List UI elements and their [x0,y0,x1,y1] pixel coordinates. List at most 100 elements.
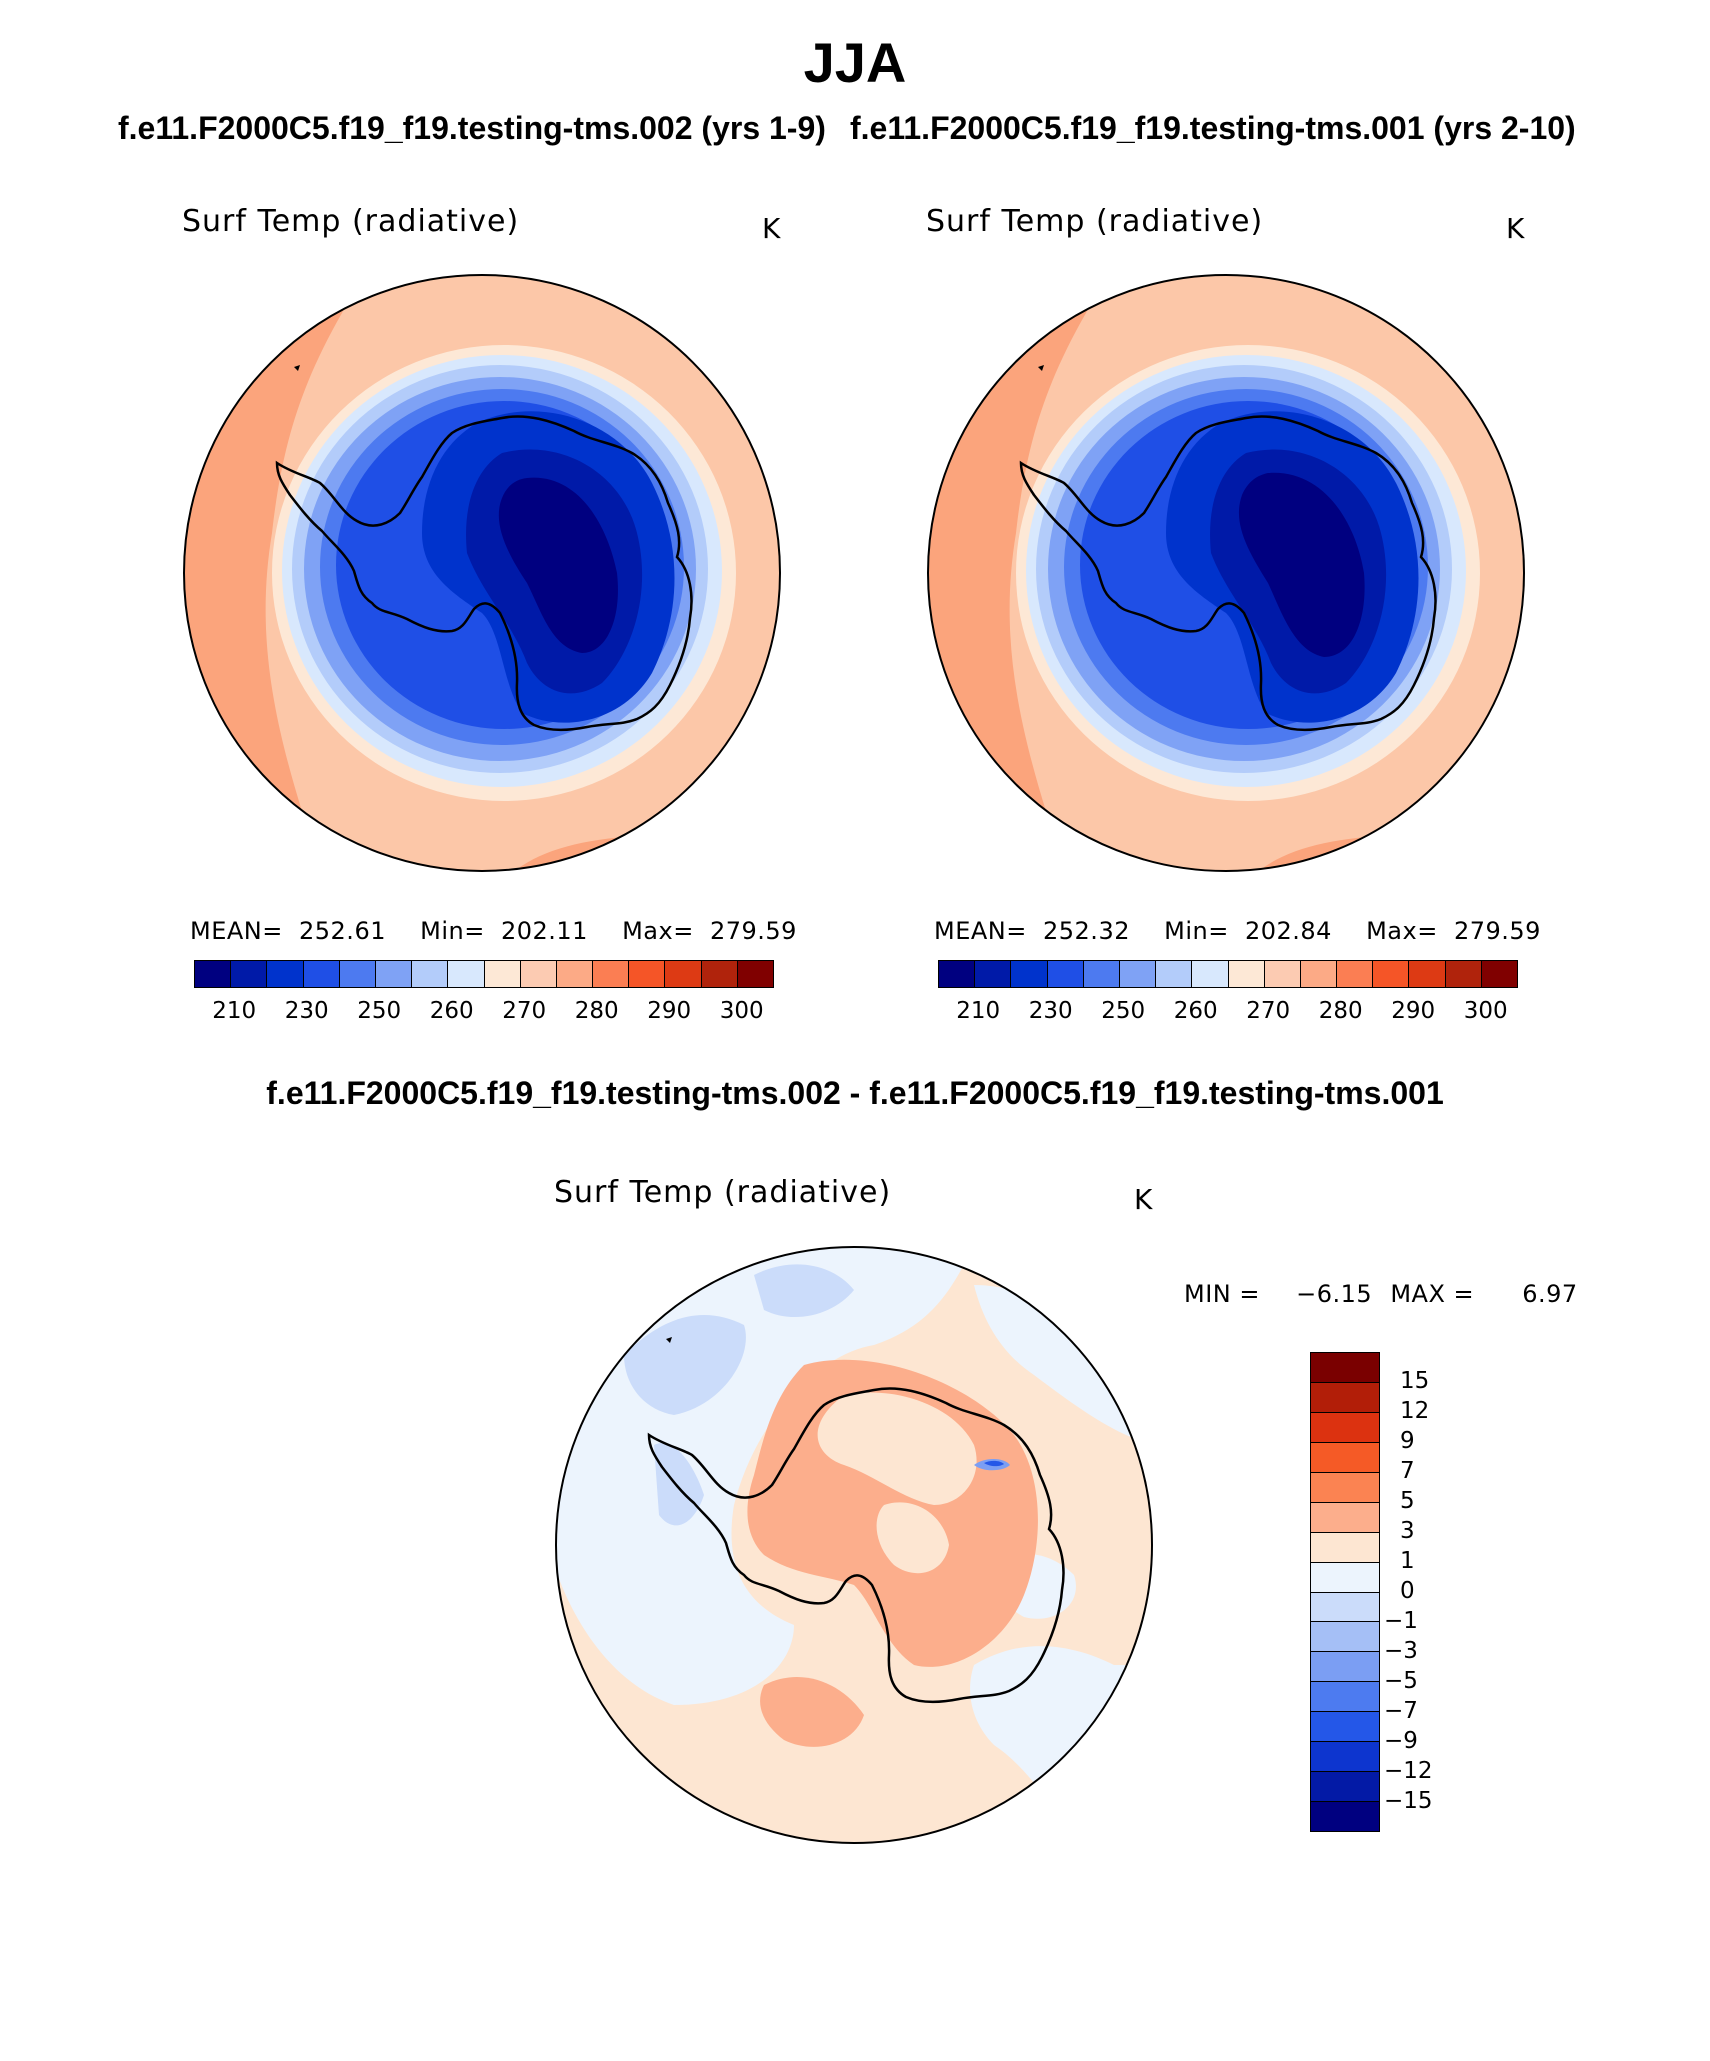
colorbar-swatch [484,961,521,987]
colorbar-swatch [520,961,557,987]
colorbar-tick-label: 260 [429,998,474,1024]
colorbar-swatch [1047,961,1084,987]
right-colorbar-ticks: 210 230 250 260 270 280 290 300 [938,998,1518,1028]
colorbar-swatch [231,961,268,987]
colorbar-swatch [1228,961,1265,987]
diff-stats: MIN = −6.15 MAX = 6.97 [1184,1280,1578,1308]
colorbar-tick-label: 210 [212,998,257,1024]
right-variable-title: Surf Temp (radiative) [926,204,1264,239]
colorbar-swatch [1083,961,1120,987]
colorbar-tick-label: −9 [1384,1728,1418,1754]
colorbar-tick-label: 210 [956,998,1001,1024]
colorbar-tick-label: 280 [574,998,619,1024]
colorbar-swatch [1311,1442,1379,1473]
left-max-label: Max= [622,917,694,945]
colorbar-tick-label: −7 [1384,1698,1418,1724]
colorbar-swatch [737,961,773,987]
right-min-value: 202.84 [1244,917,1332,945]
colorbar-swatch [1481,961,1517,987]
colorbar-tick-label: 290 [1391,998,1436,1024]
right-mean-label: MEAN= [934,917,1027,945]
antarctica-polar-map-right [927,274,1525,872]
colorbar-swatch [303,961,340,987]
colorbar-tick-label: 12 [1400,1398,1430,1424]
colorbar-swatch [1311,1353,1379,1383]
colorbar-tick-label: 270 [502,998,547,1024]
right-colorbar [938,960,1518,988]
colorbar-swatch [1011,961,1048,987]
colorbar-tick-label: 270 [1246,998,1291,1024]
colorbar-swatch [375,961,413,987]
diff-max-value: 6.97 [1522,1280,1578,1308]
colorbar-tick-label: 280 [1318,998,1363,1024]
colorbar-swatch [195,961,232,987]
left-stats: MEAN= 252.61 Min= 202.11 Max= 279.59 [190,917,797,945]
colorbar-swatch [1311,1532,1379,1563]
colorbar-tick-label: 250 [1101,998,1146,1024]
main-title: JJA [803,31,907,94]
left-mean-value: 252.61 [299,917,386,945]
right-min-label: Min= [1164,917,1229,945]
colorbar-swatch [1311,1652,1379,1683]
colorbar-tick-label: 7 [1400,1458,1415,1484]
left-max-value: 279.59 [709,917,797,945]
colorbar-swatch [1156,961,1193,987]
left-colorbar-ticks: 210 230 250 260 270 280 290 300 [194,998,774,1028]
colorbar-tick-label: 9 [1400,1428,1415,1454]
colorbar-tick-label: −3 [1384,1638,1418,1664]
left-mean-label: MEAN= [190,917,283,945]
colorbar-tick-label: 300 [719,998,764,1024]
diff-min-label: MIN = [1184,1280,1260,1308]
right-case-title: f.e11.F2000C5.f19_f19.testing-tms.001 (y… [850,110,1576,146]
left-min-value: 202.11 [500,917,588,945]
colorbar-swatch [1337,961,1374,987]
colorbar-swatch [556,961,594,987]
colorbar-swatch [1445,961,1482,987]
antarctica-difference-map [555,1246,1153,1844]
colorbar-swatch [1264,961,1301,987]
colorbar-swatch [448,961,485,987]
left-unit-label: K [762,212,781,245]
colorbar-swatch [1311,1562,1379,1593]
colorbar-swatch [1311,1742,1379,1773]
colorbar-swatch [1311,1382,1379,1413]
colorbar-swatch [1311,1502,1379,1533]
colorbar-tick-label: −5 [1384,1668,1418,1694]
colorbar-tick-label: 230 [1028,998,1073,1024]
colorbar-swatch [412,961,449,987]
colorbar-tick-label: 0 [1400,1578,1415,1604]
colorbar-swatch [339,961,376,987]
colorbar-swatch [1192,961,1229,987]
colorbar-swatch [1311,1772,1379,1803]
colorbar-swatch [1311,1412,1379,1443]
colorbar-swatch [1409,961,1446,987]
colorbar-tick-label: 260 [1173,998,1218,1024]
right-mean-value: 252.32 [1043,917,1130,945]
colorbar-swatch [1119,961,1157,987]
colorbar-swatch [1311,1472,1379,1503]
diff-min-value: −6.15 [1296,1280,1373,1308]
colorbar-tick-label: 300 [1463,998,1508,1024]
right-unit-label: K [1506,212,1525,245]
colorbar-tick-label: 230 [284,998,329,1024]
diff-colorbar-ticks: 15 12 9 7 5 3 1 0 −1 −3 −5 −7 −9 −12 −15 [1384,1352,1490,1832]
colorbar-tick-label: 1 [1400,1548,1415,1574]
colorbar-tick-label: 250 [357,998,402,1024]
left-min-label: Min= [420,917,485,945]
colorbar-swatch [629,961,666,987]
diff-max-label: MAX = [1390,1280,1475,1308]
colorbar-tick-label: 290 [647,998,692,1024]
colorbar-swatch [1300,961,1338,987]
colorbar-swatch [267,961,304,987]
colorbar-swatch [1311,1592,1379,1623]
antarctica-polar-map-left [183,274,781,872]
colorbar-swatch [1311,1802,1379,1831]
difference-title: f.e11.F2000C5.f19_f19.testing-tms.002 - … [266,1075,1444,1111]
right-max-value: 279.59 [1453,917,1541,945]
colorbar-swatch [701,961,738,987]
diff-variable-title: Surf Temp (radiative) [554,1175,892,1210]
colorbar-tick-label: −1 [1384,1608,1418,1634]
left-colorbar [194,960,774,988]
colorbar-swatch [939,961,976,987]
colorbar-swatch [1311,1712,1379,1743]
